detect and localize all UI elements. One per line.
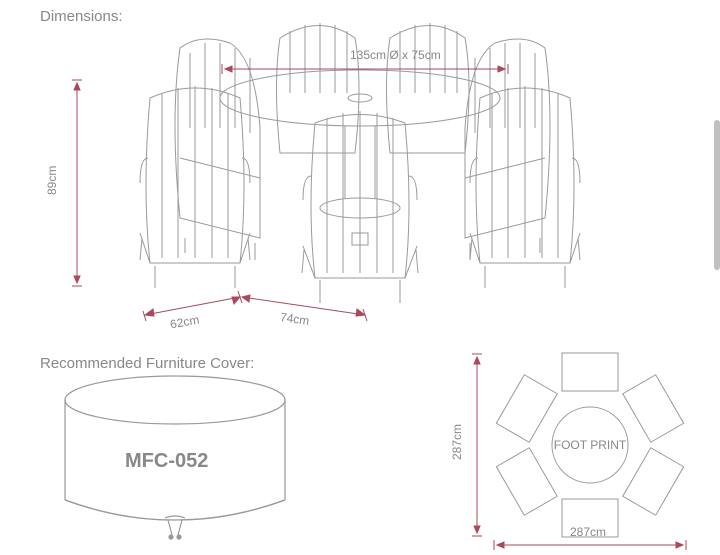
footprint-width-label: 287cm: [570, 525, 606, 539]
dimensions-title: Dimensions:: [40, 8, 123, 25]
scrollbar-thumb[interactable]: [714, 120, 720, 270]
cover-model-label: MFC-052: [125, 450, 208, 473]
height-dimline: [70, 78, 84, 288]
footprint-height-label: 287cm: [450, 424, 464, 460]
footprint-width-dimline: [492, 538, 688, 552]
footprint-drawing: FOOT PRINT: [490, 350, 690, 550]
footprint-label: FOOT PRINT: [550, 438, 630, 452]
height-label: 89cm: [45, 166, 59, 195]
table-diameter-dimline: [220, 62, 510, 76]
footprint-height-dimline: [470, 352, 484, 538]
table-diameter-label: 135cm Ø x 75cm: [350, 48, 441, 62]
